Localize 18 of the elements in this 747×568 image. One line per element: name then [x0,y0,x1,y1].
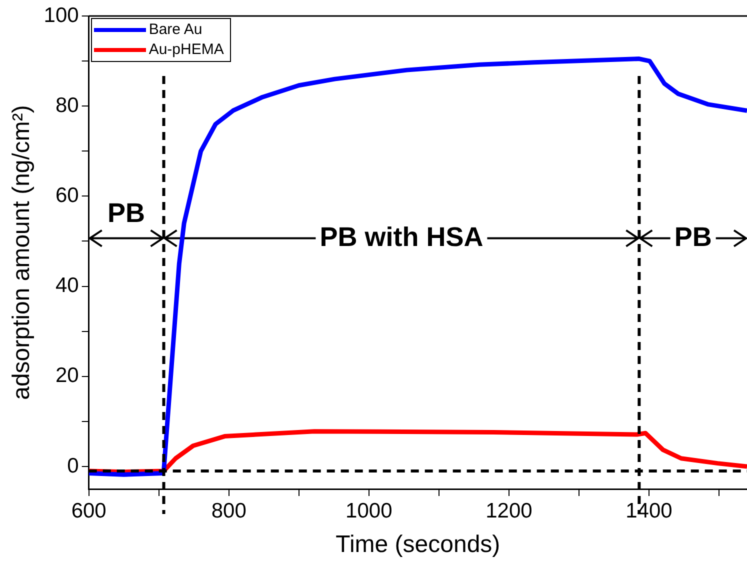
y-tick-label: 20 [55,364,79,388]
annotation: PB [108,198,146,228]
y-tick-label: 80 [55,94,79,117]
legend-label: Bare Au [148,20,202,40]
y-axis-title: adsorption amount (ng/cm²) [8,105,36,400]
annotation: PB with HSA [320,222,484,252]
y-tick-label: 0 [67,454,79,478]
x-tick-label: 1000 [346,499,392,522]
x-tick-label: 1200 [486,499,532,522]
x-axis-title: Time (seconds) [336,531,500,558]
y-tick-label: 60 [55,184,79,207]
x-tick-label: 800 [211,499,246,522]
x-tick-label: 1400 [626,499,672,522]
x-tick-label: 600 [71,499,106,522]
annotation: PB [674,222,712,252]
legend-label: Au-pHEMA [148,40,224,60]
y-tick-label: 100 [44,4,79,27]
y-tick-label: 40 [55,274,79,298]
